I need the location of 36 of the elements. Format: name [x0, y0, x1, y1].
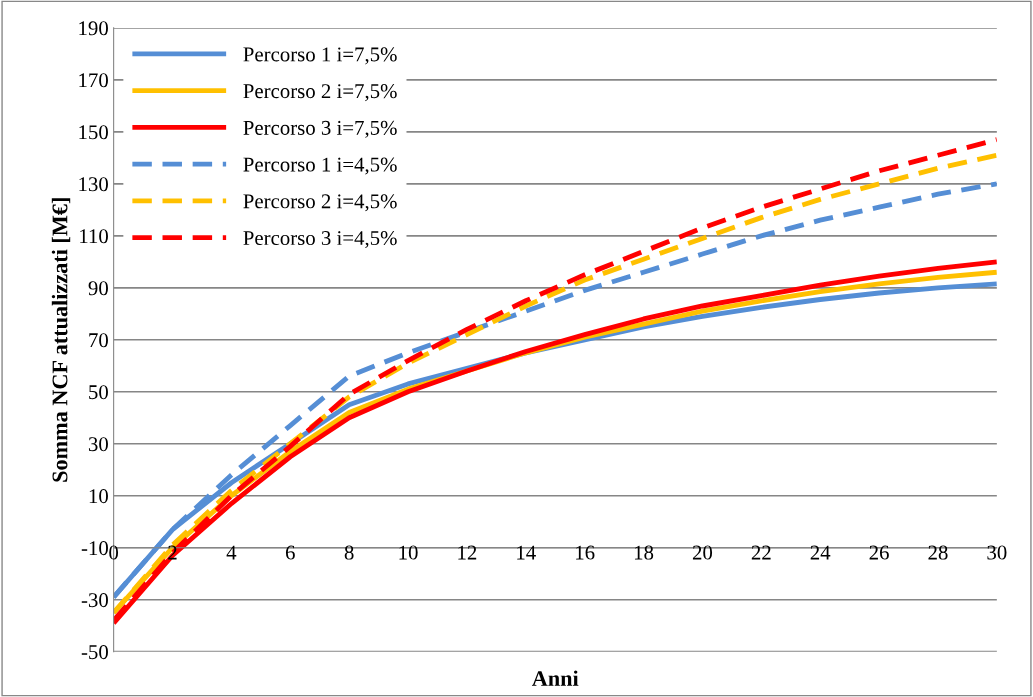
x-tick-label: 14 — [517, 545, 536, 560]
x-tick-label: 10 — [399, 545, 418, 560]
y-tick-label: 30 — [88, 437, 108, 452]
legend-label: Percorso 2 i=4,5% — [243, 194, 397, 212]
x-tick-label: 28 — [928, 545, 948, 560]
y-tick-label: 170 — [79, 73, 108, 88]
x-tick-label: 16 — [576, 545, 595, 560]
y-tick-label: 150 — [79, 125, 108, 140]
y-tick-label: 90 — [88, 281, 108, 296]
x-tick-label: 24 — [810, 545, 831, 560]
x-tick-label: 26 — [869, 545, 889, 560]
x-tick-label: 0 — [109, 545, 119, 560]
y-tick-label: 190 — [79, 21, 108, 36]
y-tick-label: 10 — [89, 489, 108, 504]
x-tick-label: 22 — [751, 545, 771, 560]
x-tick-label: 18 — [634, 545, 654, 560]
y-axis-title: Somma NCF attualizzati [M€] — [51, 198, 71, 482]
y-tick-label: 130 — [79, 177, 108, 192]
legend-label: Percorso 2 i=7,5% — [243, 84, 397, 102]
legend-label: Percorso 1 i=7,5% — [243, 47, 397, 65]
y-tick-label: 70 — [89, 333, 108, 348]
x-tick-label: 30 — [987, 545, 1007, 560]
x-tick-label: 20 — [692, 545, 713, 560]
y-tick-label: -10 — [81, 541, 108, 556]
y-tick-label: -30 — [81, 593, 108, 608]
x-tick-label: 12 — [458, 545, 477, 560]
y-tick-label: 110 — [80, 229, 108, 244]
x-tick-label: 8 — [344, 545, 354, 560]
x-tick-label: 6 — [285, 545, 295, 560]
y-tick-label: -50 — [81, 645, 108, 660]
y-tick-label: 50 — [89, 385, 108, 400]
legend-label: Percorso 3 i=7,5% — [243, 120, 397, 138]
x-axis-title: Anni — [531, 670, 579, 686]
x-tick-label: 4 — [226, 545, 237, 560]
legend-label: Percorso 3 i=4,5% — [243, 231, 397, 249]
legend-label: Percorso 1 i=4,5% — [243, 157, 397, 175]
